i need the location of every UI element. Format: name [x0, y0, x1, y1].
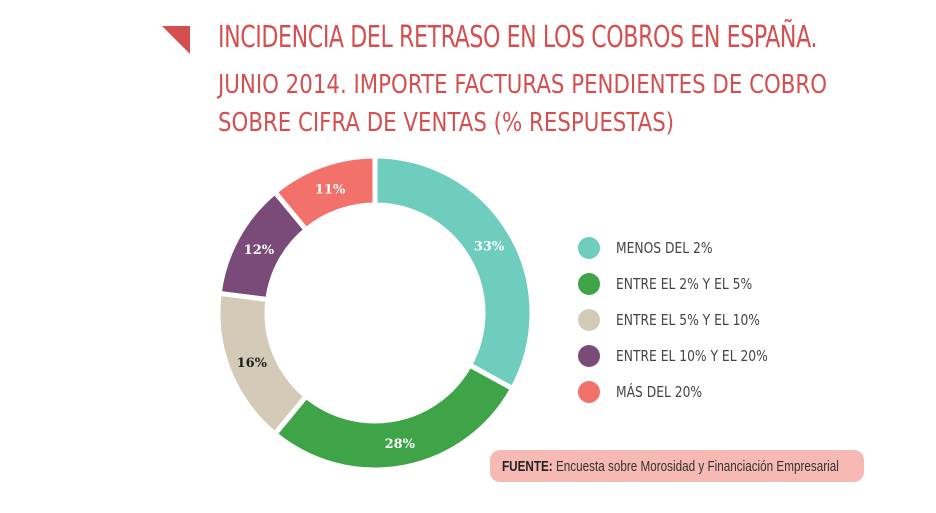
- subtitle-line-2: SOBRE CIFRA DE VENTAS (% RESPUESTAS): [218, 108, 675, 138]
- legend-swatch-2: [578, 273, 600, 295]
- legend-swatch-4: [578, 345, 600, 367]
- legend-item-3: ENTRE EL 5% Y EL 10%: [578, 302, 801, 338]
- legend-item-1: MENOS DEL 2%: [578, 230, 801, 266]
- data-label-2: 28%: [385, 437, 416, 452]
- legend-label-1: MENOS DEL 2%: [616, 239, 713, 257]
- data-label-4: 12%: [244, 243, 275, 258]
- chart-subtitle: JUNIO 2014. IMPORTE FACTURAS PENDIENTES …: [218, 66, 827, 142]
- source-heading: FUENTE:: [502, 457, 553, 475]
- donut-chart: 33% 28% 16% 12% 11%: [215, 153, 535, 473]
- source-text: Encuesta sobre Morosidad y Financiación …: [555, 457, 839, 475]
- data-label-3: 16%: [237, 356, 268, 371]
- data-label-5: 11%: [315, 182, 346, 197]
- chart-title: INCIDENCIA DEL RETRASO EN LOS COBROS EN …: [218, 20, 817, 55]
- legend-item-5: MÁS DEL 20%: [578, 374, 801, 410]
- legend-label-3: ENTRE EL 5% Y EL 10%: [616, 311, 760, 329]
- source-text-wrap: FUENTE: Encuesta sobre Morosidad y Finan…: [502, 458, 839, 475]
- chart-legend: MENOS DEL 2% ENTRE EL 2% Y EL 5% ENTRE EL …: [578, 230, 801, 410]
- legend-swatch-5: [578, 381, 600, 403]
- donut-segment-1: [372, 153, 535, 393]
- legend-swatch-1: [578, 237, 600, 259]
- data-label-1: 33%: [474, 240, 505, 255]
- legend-swatch-3: [578, 309, 600, 331]
- corner-triangle-icon: [162, 26, 190, 54]
- legend-item-4: ENTRE EL 10% Y EL 20%: [578, 338, 801, 374]
- legend-label-4: ENTRE EL 10% Y EL 20%: [616, 347, 768, 365]
- donut-segment-2: [271, 361, 516, 473]
- subtitle-line-1: JUNIO 2014. IMPORTE FACTURAS PENDIENTES …: [218, 70, 827, 100]
- source-note: FUENTE: Encuesta sobre Morosidad y Finan…: [490, 450, 864, 482]
- legend-item-2: ENTRE EL 2% Y EL 5%: [578, 266, 801, 302]
- legend-label-2: ENTRE EL 2% Y EL 5%: [616, 275, 753, 293]
- donut-segment-5: [271, 153, 378, 234]
- legend-label-5: MÁS DEL 20%: [616, 383, 703, 401]
